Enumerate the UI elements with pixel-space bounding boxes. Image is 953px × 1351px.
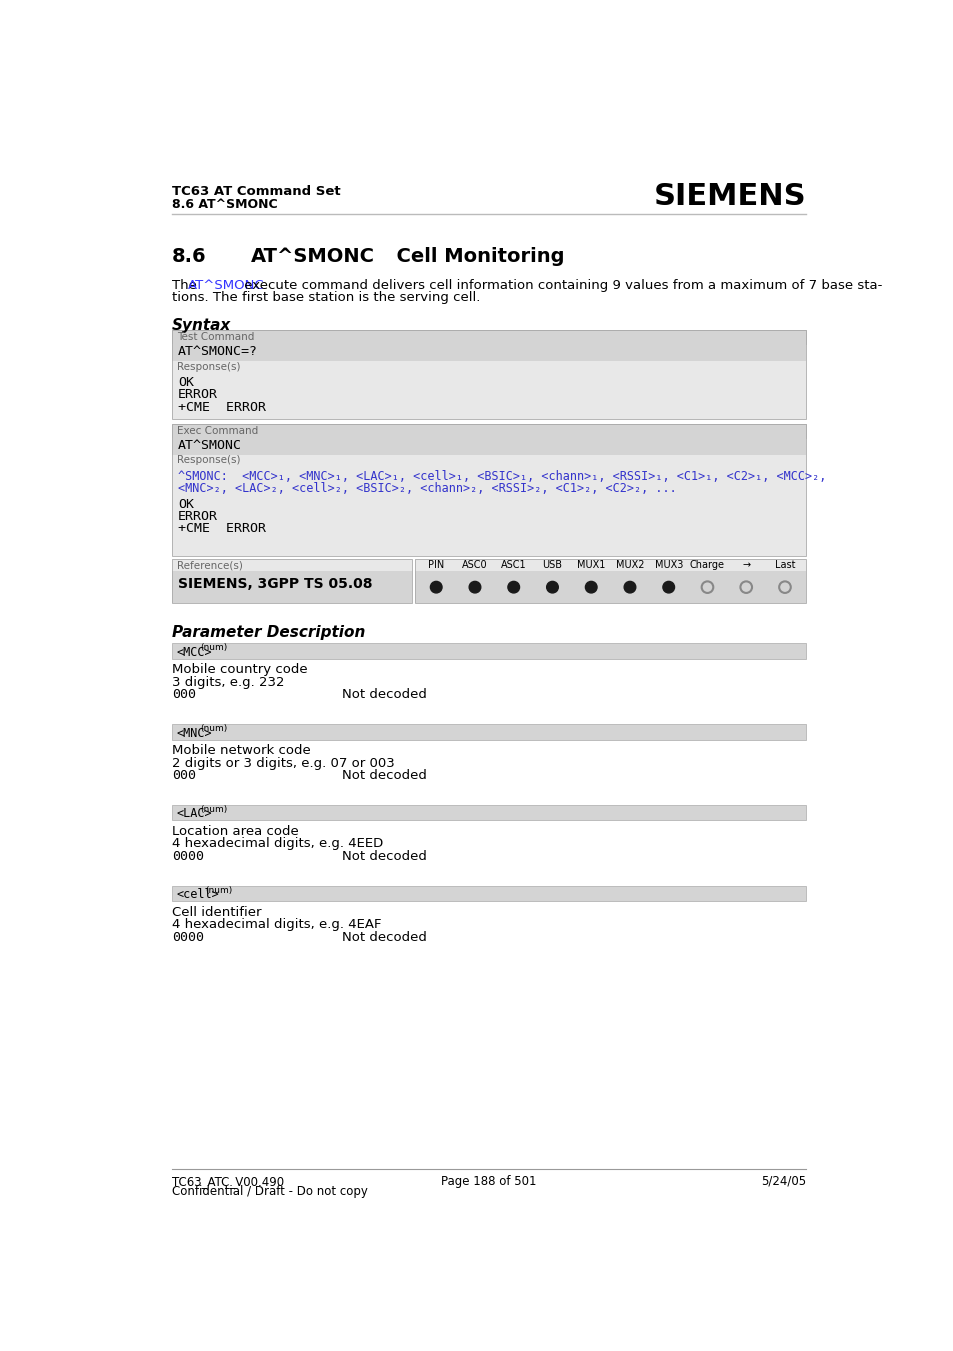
Text: (num): (num) [200, 805, 228, 815]
Circle shape [469, 581, 480, 593]
FancyBboxPatch shape [172, 455, 805, 467]
FancyBboxPatch shape [172, 438, 805, 455]
Text: Charge: Charge [689, 561, 724, 570]
Text: 3 digits, e.g. 232: 3 digits, e.g. 232 [172, 676, 284, 689]
Circle shape [507, 581, 519, 593]
Text: Response(s): Response(s) [176, 455, 240, 466]
Text: Parameter Description: Parameter Description [172, 626, 365, 640]
Text: Mobile network code: Mobile network code [172, 744, 311, 758]
Text: SIEMENS, 3GPP TS 05.08: SIEMENS, 3GPP TS 05.08 [178, 577, 373, 592]
FancyBboxPatch shape [172, 643, 805, 659]
Text: Cell Monitoring: Cell Monitoring [382, 247, 563, 266]
Text: AT^SMONC: AT^SMONC [251, 247, 375, 266]
Text: <MNC>: <MNC> [176, 727, 212, 739]
Text: Page 188 of 501: Page 188 of 501 [440, 1174, 537, 1188]
Text: 000: 000 [172, 688, 195, 701]
Text: <MCC>: <MCC> [176, 646, 212, 659]
Text: MUX3: MUX3 [654, 561, 682, 570]
FancyBboxPatch shape [172, 424, 805, 438]
Text: tions. The first base station is the serving cell.: tions. The first base station is the ser… [172, 292, 479, 304]
Circle shape [546, 581, 558, 593]
Text: (num): (num) [200, 643, 228, 653]
Text: ERROR: ERROR [178, 389, 218, 401]
Circle shape [662, 581, 674, 593]
FancyBboxPatch shape [172, 373, 805, 419]
FancyBboxPatch shape [415, 571, 805, 604]
Text: Exec Command: Exec Command [176, 426, 257, 436]
Text: AT^SMONC: AT^SMONC [178, 439, 242, 453]
Circle shape [430, 581, 441, 593]
Text: 4 hexadecimal digits, e.g. 4EED: 4 hexadecimal digits, e.g. 4EED [172, 838, 383, 850]
FancyBboxPatch shape [172, 467, 805, 557]
Text: <MNC>₂, <LAC>₂, <cell>₂, <BSIC>₂, <chann>₂, <RSSI>₂, <C1>₂, <C2>₂, ...: <MNC>₂, <LAC>₂, <cell>₂, <BSIC>₂, <chann… [178, 482, 677, 496]
Text: 4 hexadecimal digits, e.g. 4EAF: 4 hexadecimal digits, e.g. 4EAF [172, 919, 381, 931]
FancyBboxPatch shape [172, 571, 412, 604]
Text: MUX2: MUX2 [615, 561, 643, 570]
Text: 000: 000 [172, 769, 195, 782]
FancyBboxPatch shape [172, 559, 412, 571]
Text: Not decoded: Not decoded [342, 850, 427, 863]
FancyBboxPatch shape [172, 361, 805, 373]
Text: Last: Last [774, 561, 795, 570]
Circle shape [623, 581, 635, 593]
Text: Not decoded: Not decoded [342, 769, 427, 782]
Text: 2 digits or 3 digits, e.g. 07 or 003: 2 digits or 3 digits, e.g. 07 or 003 [172, 757, 395, 770]
Text: Not decoded: Not decoded [342, 931, 427, 943]
Text: ASC1: ASC1 [500, 561, 526, 570]
Text: Cell identifier: Cell identifier [172, 907, 261, 919]
Text: <LAC>: <LAC> [176, 808, 212, 820]
FancyBboxPatch shape [172, 330, 805, 345]
FancyBboxPatch shape [172, 724, 805, 739]
Text: Mobile country code: Mobile country code [172, 663, 307, 677]
Text: (num): (num) [200, 724, 228, 734]
FancyBboxPatch shape [172, 805, 805, 820]
FancyBboxPatch shape [415, 559, 805, 571]
Text: 0000: 0000 [172, 931, 204, 943]
Text: ASC0: ASC0 [461, 561, 487, 570]
Text: OK: OK [178, 376, 194, 389]
Text: USB: USB [542, 561, 562, 570]
Text: +CME  ERROR: +CME ERROR [178, 523, 266, 535]
Text: Not decoded: Not decoded [342, 688, 427, 701]
Text: AT^SMONC: AT^SMONC [188, 280, 265, 292]
Text: Response(s): Response(s) [176, 362, 240, 372]
Text: OK: OK [178, 497, 194, 511]
FancyBboxPatch shape [172, 345, 805, 361]
Text: MUX1: MUX1 [577, 561, 605, 570]
FancyBboxPatch shape [172, 886, 805, 901]
Text: Test Command: Test Command [176, 332, 253, 342]
Text: SIEMENS: SIEMENS [653, 182, 805, 211]
Text: 8.6: 8.6 [172, 247, 207, 266]
Text: Location area code: Location area code [172, 825, 298, 838]
Text: The: The [172, 280, 201, 292]
Text: Syntax: Syntax [172, 317, 231, 332]
Text: TC63_ATC_V00.490: TC63_ATC_V00.490 [172, 1174, 284, 1188]
Text: 8.6 AT^SMONC: 8.6 AT^SMONC [172, 199, 277, 211]
Text: ^SMONC:  <MCC>₁, <MNC>₁, <LAC>₁, <cell>₁, <BSIC>₁, <chann>₁, <RSSI>₁, <C1>₁, <C2: ^SMONC: <MCC>₁, <MNC>₁, <LAC>₁, <cell>₁,… [178, 470, 825, 484]
Text: execute command delivers cell information containing 9 values from a maximum of : execute command delivers cell informatio… [240, 280, 882, 292]
Text: PIN: PIN [428, 561, 444, 570]
Text: <cell>: <cell> [176, 888, 219, 901]
Text: AT^SMONC=?: AT^SMONC=? [178, 346, 258, 358]
Text: +CME  ERROR: +CME ERROR [178, 401, 266, 413]
Circle shape [585, 581, 597, 593]
Text: TC63 AT Command Set: TC63 AT Command Set [172, 185, 340, 199]
Text: Reference(s): Reference(s) [176, 561, 242, 570]
Text: Confidential / Draft - Do not copy: Confidential / Draft - Do not copy [172, 1185, 368, 1198]
Text: ERROR: ERROR [178, 511, 218, 523]
Text: 5/24/05: 5/24/05 [760, 1174, 805, 1188]
Text: →: → [741, 561, 749, 570]
Text: 0000: 0000 [172, 850, 204, 863]
Text: (num): (num) [205, 886, 233, 894]
